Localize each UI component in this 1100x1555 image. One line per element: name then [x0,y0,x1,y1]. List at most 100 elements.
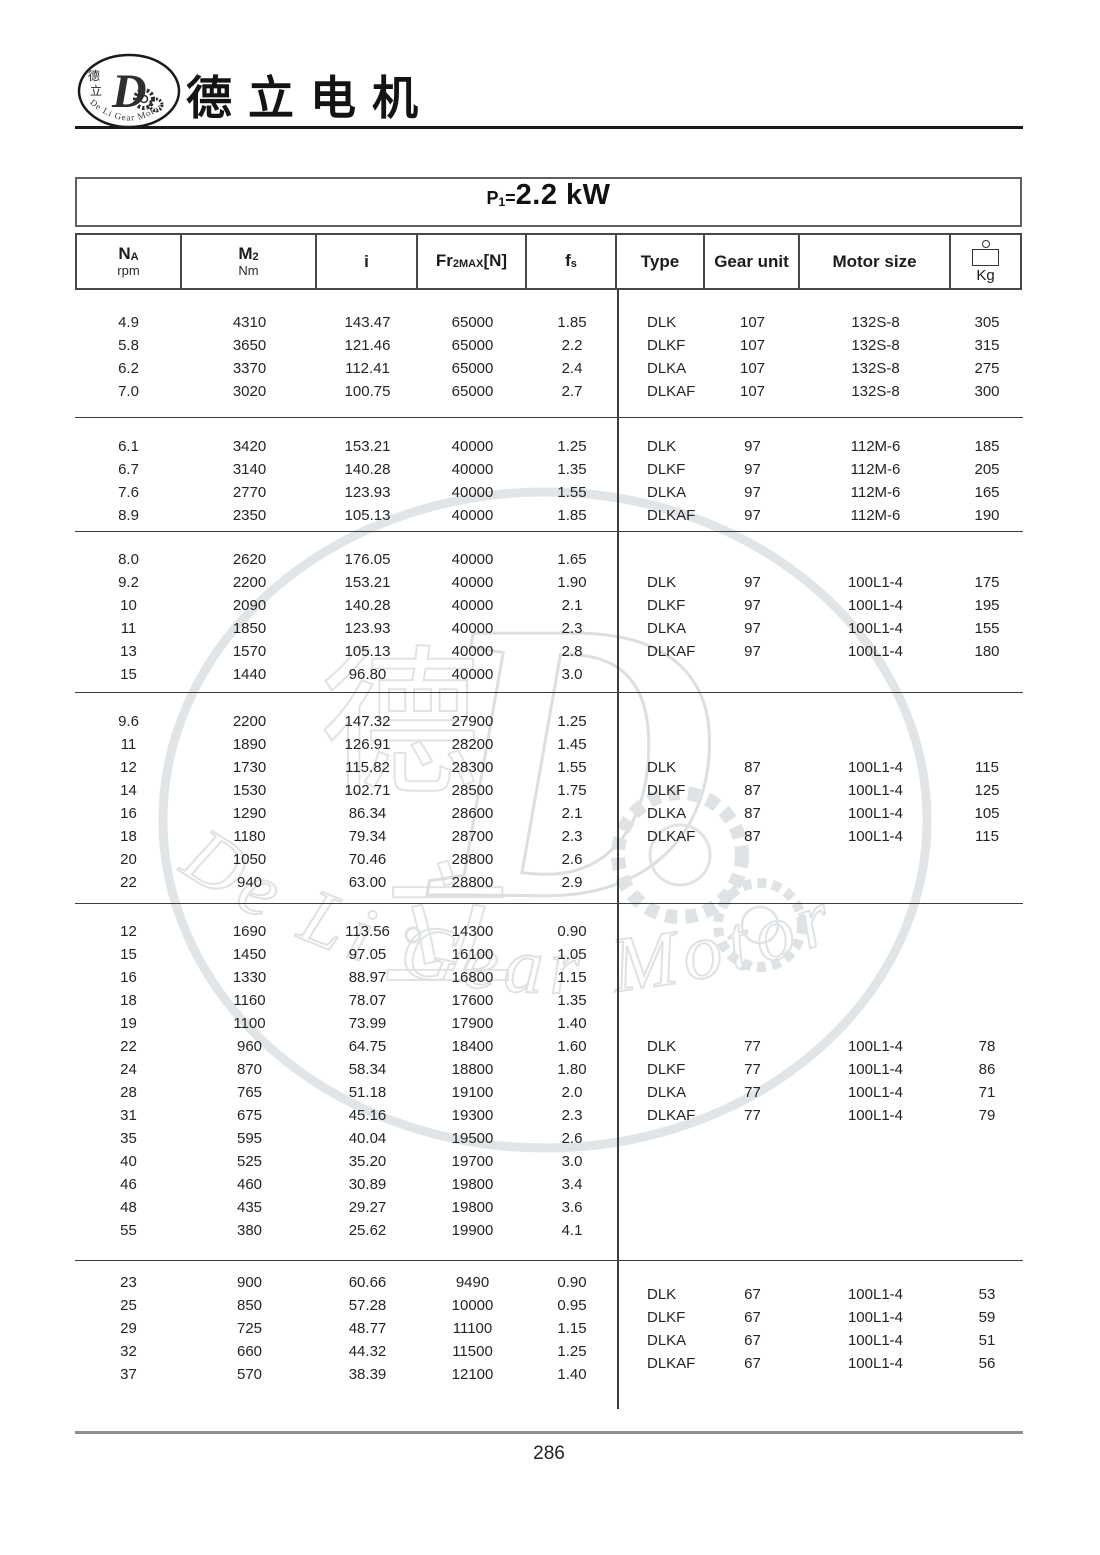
col-header-motor-size: Motor size [800,235,951,288]
i-value: 126.91 [344,736,391,753]
fr2max-value: 40000 [451,484,494,501]
model-rows: DLK 67 100L1-4 53 DLKF 67 100L1-4 59 DLKA 67 100L1… [617,1271,1023,1386]
fs-value: 1.85 [557,507,587,524]
m2-value: 765 [236,1084,263,1101]
weight-value: 53 [978,1285,996,1303]
weight-value: 56 [978,1354,996,1372]
m2-value: 570 [236,1366,263,1383]
na-value: 6.1 [118,438,139,455]
type-value: DLKF [647,597,686,614]
m2-value: 1570 [232,643,267,660]
na-value: 15 [120,666,137,683]
fs-value: 1.85 [557,314,587,331]
fs-value: 0.95 [557,1297,587,1314]
na-value: 48 [120,1199,137,1216]
logo-letter-d: D [111,65,147,118]
fr2max-value: 19900 [451,1222,494,1239]
fr2max-value: 40000 [451,666,494,683]
gear-unit-value: 97 [744,461,761,478]
na-value: 4.9 [118,314,139,331]
fs-value: 1.80 [557,1061,587,1078]
type-value: DLKAF [647,643,696,660]
m2-value: 675 [236,1107,263,1124]
gear-unit-value: 87 [744,828,761,845]
i-value: 86.34 [348,805,387,822]
fs-value: 2.4 [561,360,583,377]
fs-value: 4.1 [561,1222,583,1239]
weight-value: 78 [978,1038,996,1055]
i-value: 57.28 [348,1297,387,1314]
gear-unit-value: 97 [744,507,761,524]
gear-data-row: 13 1570 105.13 40000 2.8 [75,640,617,663]
na-value: 5.8 [118,337,139,354]
power-value: 2.2 kW [515,179,611,211]
col-header-fr2max: Fr2MAX[N] [418,235,527,288]
fr2max-value: 18800 [451,1061,494,1078]
footer-rule [75,1431,1023,1434]
gear-unit-value: 67 [744,1354,761,1372]
i-value: 44.32 [348,1343,387,1360]
gear-data-row: 15 1450 97.05 16100 1.05 [75,943,617,966]
na-value: 46 [120,1176,137,1193]
logo-cn-char-bottom: 立 [90,83,102,98]
model-row: DLKF 77 100L1-4 86 [617,1058,1023,1081]
na-value: 55 [120,1222,137,1239]
na-value: 10 [120,597,137,614]
fr2max-value: 9490 [455,1274,490,1291]
type-value: DLK [647,314,677,331]
type-value: DLKA [647,1331,687,1349]
na-value: 22 [120,1038,137,1055]
gear-data-row: 18 1160 78.07 17600 1.35 [75,989,617,1012]
fs-value: 1.60 [557,1038,587,1055]
fr2max-value: 19700 [451,1153,494,1170]
gear-data-rows: 8.0 2620 176.05 40000 1.65 9.2 2200 153.21 40000… [75,548,617,686]
gear-data-row: 12 1690 113.56 14300 0.90 [75,920,617,943]
motor-size-value: 100L1-4 [847,1107,904,1124]
fr2max-value: 40000 [451,461,494,478]
i-value: 121.46 [344,337,391,354]
m2-value: 725 [236,1320,263,1337]
motor-size-value: 100L1-4 [847,805,904,822]
i-value: 38.39 [348,1366,387,1383]
fs-value: 1.55 [557,759,587,776]
weight-icon [972,239,999,266]
fs-value: 3.6 [561,1199,583,1216]
na-value: 7.6 [118,484,139,501]
na-value: 37 [120,1366,137,1383]
model-row: DLKF 67 100L1-4 59 [617,1306,1023,1329]
gear-data-row: 7.0 3020 100.75 65000 2.7 [75,380,617,403]
type-value: DLKAF [647,507,696,524]
na-value: 7.0 [118,383,139,400]
gear-data-row: 37 570 38.39 12100 1.40 [75,1363,617,1386]
i-value: 79.34 [348,828,387,845]
col-header-type: Type [617,235,705,288]
col-header-gear-unit: Gear unit [705,235,800,288]
fs-value: 2.3 [561,1107,583,1124]
na-value: 13 [120,643,137,660]
fs-value: 1.05 [557,946,587,963]
model-row: DLKA 77 100L1-4 71 [617,1081,1023,1104]
gear-data-row: 18 1180 79.34 28700 2.3 [75,825,617,848]
spec-block: 8.0 2620 176.05 40000 1.65 9.2 2200 153.21 40000… [75,532,1023,693]
motor-size-value: 100L1-4 [847,643,904,660]
i-value: 64.75 [348,1038,387,1055]
gear-data-row: 28 765 51.18 19100 2.0 [75,1081,617,1104]
weight-value: 165 [974,484,1000,501]
i-value: 45.16 [348,1107,387,1124]
m2-value: 1890 [232,736,267,753]
weight-value: 79 [978,1107,996,1124]
page-number: 286 [533,1443,565,1464]
col-header-na: NA rpm [77,235,182,288]
power-title-box: P1= 2.2 kW [75,177,1022,227]
fr2max-value: 65000 [451,314,494,331]
model-row: DLKA 87 100L1-4 105 [617,802,1023,825]
na-value: 11 [120,620,137,637]
gear-unit-value: 77 [744,1038,761,1055]
motor-size-value: 132S-8 [851,360,900,377]
na-value: 31 [120,1107,137,1124]
gear-data-row: 8.9 2350 105.13 40000 1.85 [75,504,617,527]
fr2max-value: 18400 [451,1038,494,1055]
m2-value: 460 [236,1176,263,1193]
type-value: DLKAF [647,1354,696,1372]
m2-value: 1530 [232,782,267,799]
